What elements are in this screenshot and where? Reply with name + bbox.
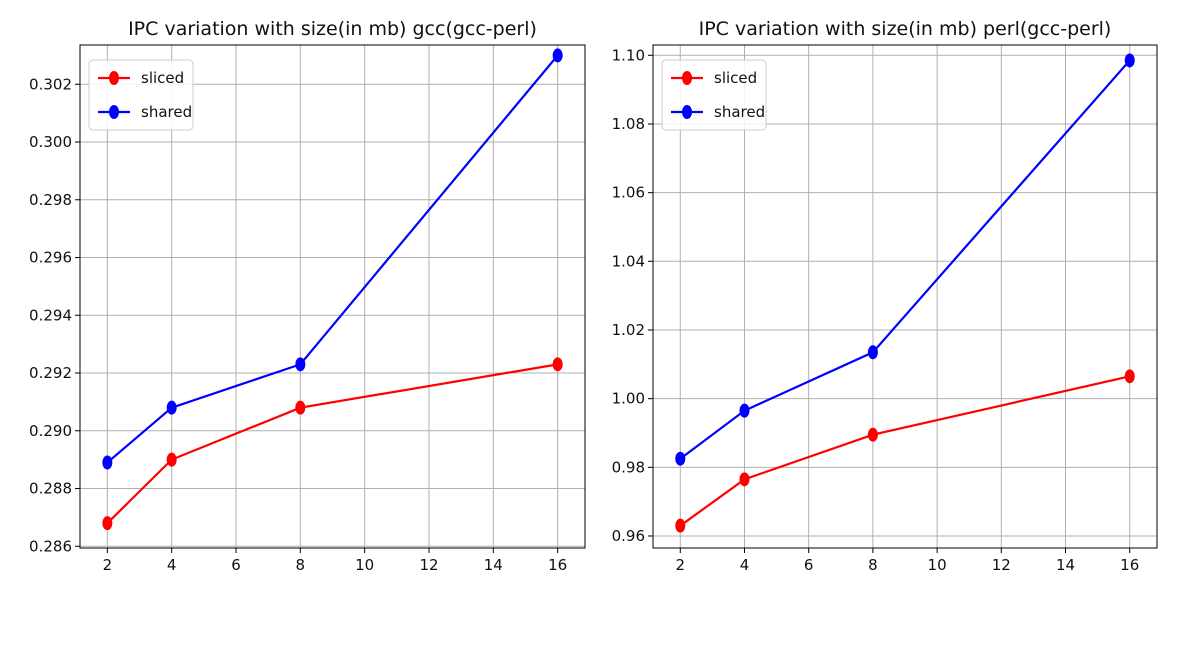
chart-title: IPC variation with size(in mb) gcc(gcc-p… xyxy=(128,18,537,40)
legend-swatch-marker xyxy=(682,105,692,119)
y-tick-label: 1.10 xyxy=(612,46,645,64)
data-point-shared xyxy=(867,345,878,360)
y-tick-label: 0.290 xyxy=(29,422,72,440)
plot-frame xyxy=(652,44,1158,549)
data-point-shared xyxy=(739,403,750,418)
x-tick-label: 2 xyxy=(103,556,113,574)
series-line-shared xyxy=(106,54,559,464)
y-tick-label: 0.292 xyxy=(29,364,72,382)
series-line-sliced xyxy=(679,375,1130,527)
x-tick-label: 8 xyxy=(296,556,306,574)
chart-2: IPC variation with size(in mb) perl(gcc-… xyxy=(612,18,1158,574)
data-point-sliced xyxy=(1124,369,1135,384)
legend-label-sliced: sliced xyxy=(141,69,184,87)
x-tick-label: 4 xyxy=(740,556,750,574)
x-tick-label: 2 xyxy=(676,556,686,574)
data-point-sliced xyxy=(166,452,177,467)
y-tick-label: 1.06 xyxy=(612,184,645,202)
y-tick-label: 1.08 xyxy=(612,115,645,133)
data-point-shared xyxy=(552,48,563,63)
x-tick-label: 16 xyxy=(1120,556,1139,574)
data-point-sliced xyxy=(102,516,113,531)
y-tick-label: 1.00 xyxy=(612,390,645,408)
series-line-sliced xyxy=(106,363,558,524)
legend-swatch-marker xyxy=(109,105,119,119)
data-point-sliced xyxy=(552,357,563,372)
y-tick-label: 0.286 xyxy=(29,537,72,555)
plot-frame xyxy=(79,44,586,549)
y-tick-label: 0.302 xyxy=(29,75,72,93)
x-tick-label: 10 xyxy=(355,556,374,574)
x-tick-label: 12 xyxy=(992,556,1011,574)
y-tick-label: 0.294 xyxy=(29,306,72,324)
data-point-shared xyxy=(102,455,113,470)
x-tick-label: 14 xyxy=(484,556,503,574)
x-tick-label: 8 xyxy=(868,556,878,574)
x-tick-label: 6 xyxy=(804,556,814,574)
data-point-shared xyxy=(1124,53,1135,68)
legend-swatch-marker xyxy=(109,71,119,85)
y-tick-label: 0.300 xyxy=(29,133,72,151)
series-line-shared xyxy=(679,59,1131,460)
legend-label-sliced: sliced xyxy=(714,69,757,87)
chart-title: IPC variation with size(in mb) perl(gcc-… xyxy=(699,18,1112,40)
y-tick-label: 1.04 xyxy=(612,252,645,270)
data-point-sliced xyxy=(675,518,686,533)
data-point-sliced xyxy=(295,400,306,415)
legend-label-shared: shared xyxy=(141,103,192,121)
data-point-shared xyxy=(675,451,686,466)
x-tick-label: 6 xyxy=(231,556,241,574)
legend-label-shared: shared xyxy=(714,103,765,121)
x-tick-label: 12 xyxy=(419,556,438,574)
data-point-shared xyxy=(295,357,306,372)
y-tick-label: 0.298 xyxy=(29,191,72,209)
data-point-sliced xyxy=(739,472,750,487)
y-tick-label: 0.98 xyxy=(612,458,645,476)
chart-1: IPC variation with size(in mb) gcc(gcc-p… xyxy=(29,18,586,574)
y-tick-label: 0.288 xyxy=(29,480,72,498)
y-tick-label: 0.96 xyxy=(612,527,645,545)
y-tick-label: 1.02 xyxy=(612,321,645,339)
data-point-sliced xyxy=(867,427,878,442)
x-tick-label: 4 xyxy=(167,556,177,574)
x-tick-label: 10 xyxy=(928,556,947,574)
legend-swatch-marker xyxy=(682,71,692,85)
x-tick-label: 14 xyxy=(1056,556,1075,574)
y-tick-label: 0.296 xyxy=(29,249,72,267)
x-tick-label: 16 xyxy=(548,556,567,574)
data-point-shared xyxy=(166,400,177,415)
